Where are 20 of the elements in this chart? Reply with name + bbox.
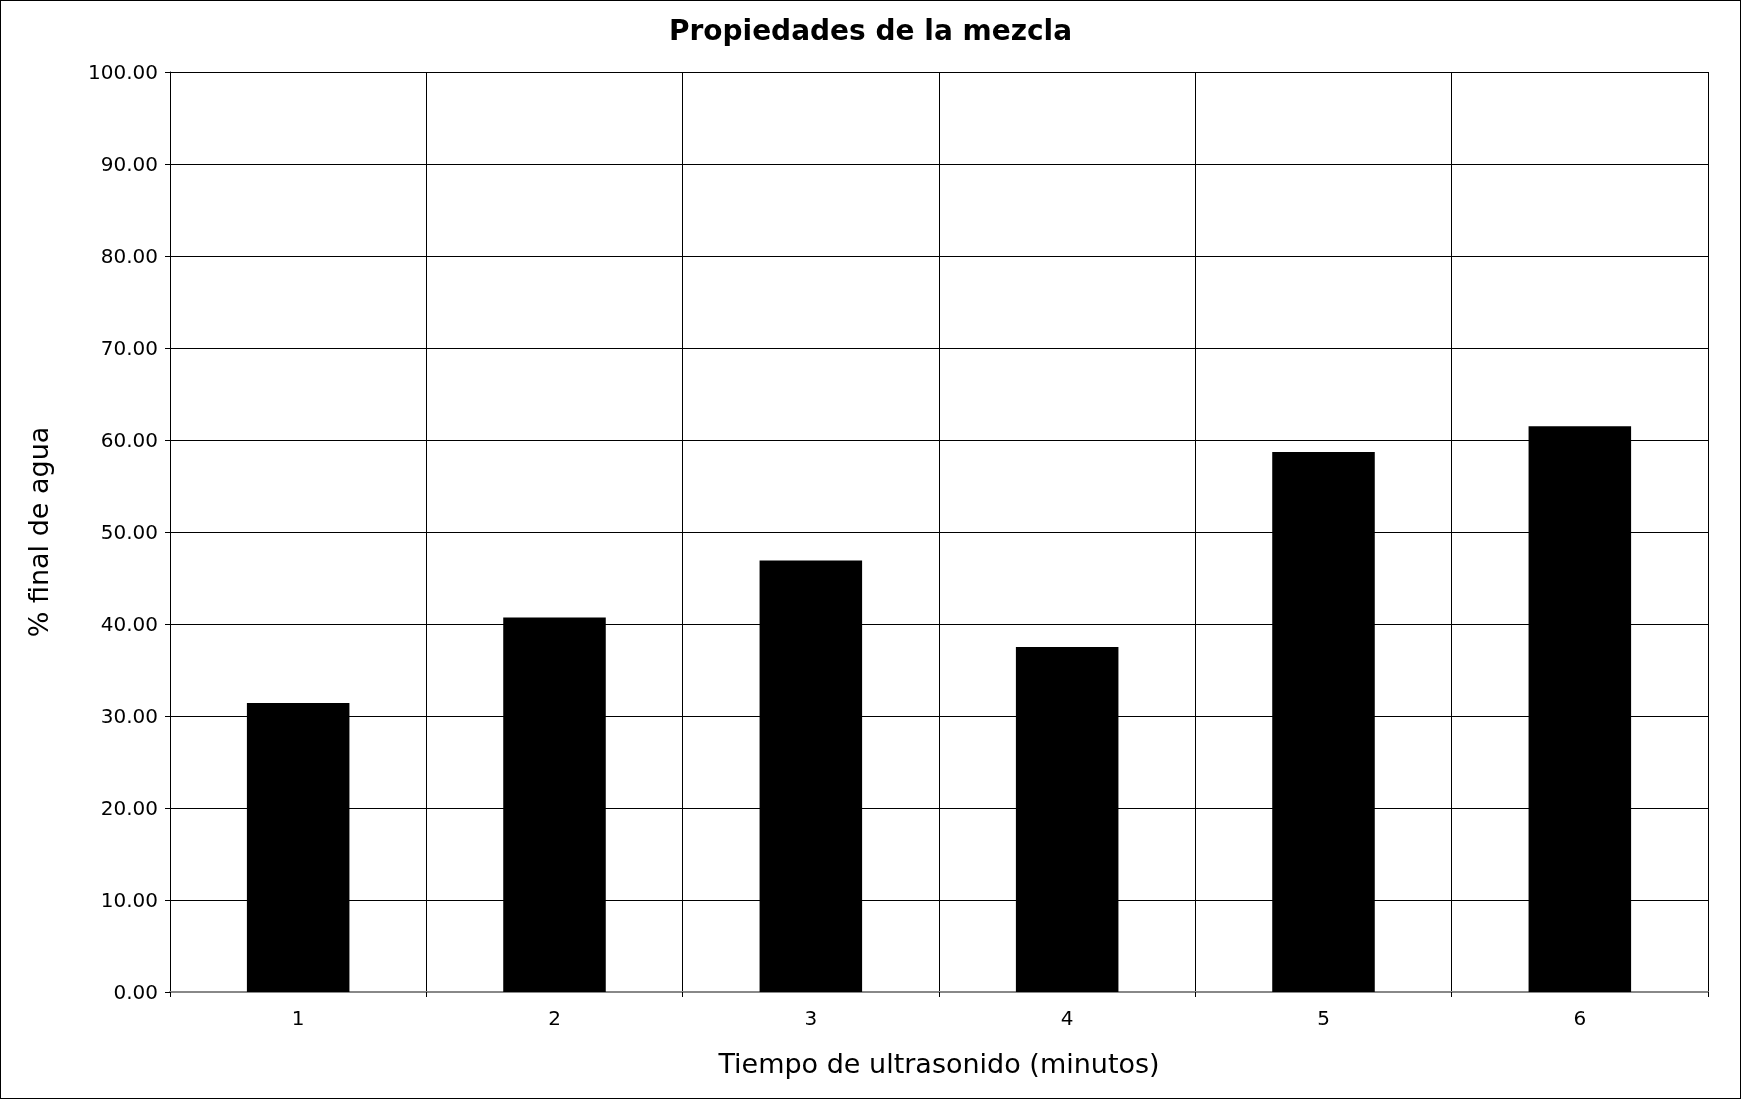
y-tick-label: 100.00 (88, 60, 158, 84)
y-tick-label: 30.00 (100, 704, 158, 728)
y-tick-label: 60.00 (100, 428, 158, 452)
y-axis-title: % final de agua (23, 426, 54, 638)
x-tick-label: 6 (1573, 1006, 1587, 1030)
y-tick-label: 20.00 (100, 796, 158, 820)
x-tick-label: 2 (548, 1006, 561, 1030)
y-tick-label: 40.00 (100, 612, 158, 636)
chart-title: Propiedades de la mezcla (668, 13, 1073, 47)
y-tick-label: 50.00 (100, 520, 158, 544)
y-tick-label: 0.00 (113, 980, 158, 1004)
y-tick-label: 90.00 (100, 152, 158, 176)
x-tick-label: 5 (1317, 1006, 1330, 1030)
y-tick-label: 70.00 (100, 336, 158, 360)
y-tick-label: 10.00 (100, 888, 158, 912)
x-tick-label: 3 (804, 1006, 818, 1030)
y-tick-label: 80.00 (100, 244, 158, 268)
x-axis-title: Tiempo de ultrasonido (minutos) (717, 1048, 1160, 1079)
x-tick-label: 4 (1060, 1006, 1074, 1030)
x-tick-label: 1 (291, 1006, 305, 1030)
